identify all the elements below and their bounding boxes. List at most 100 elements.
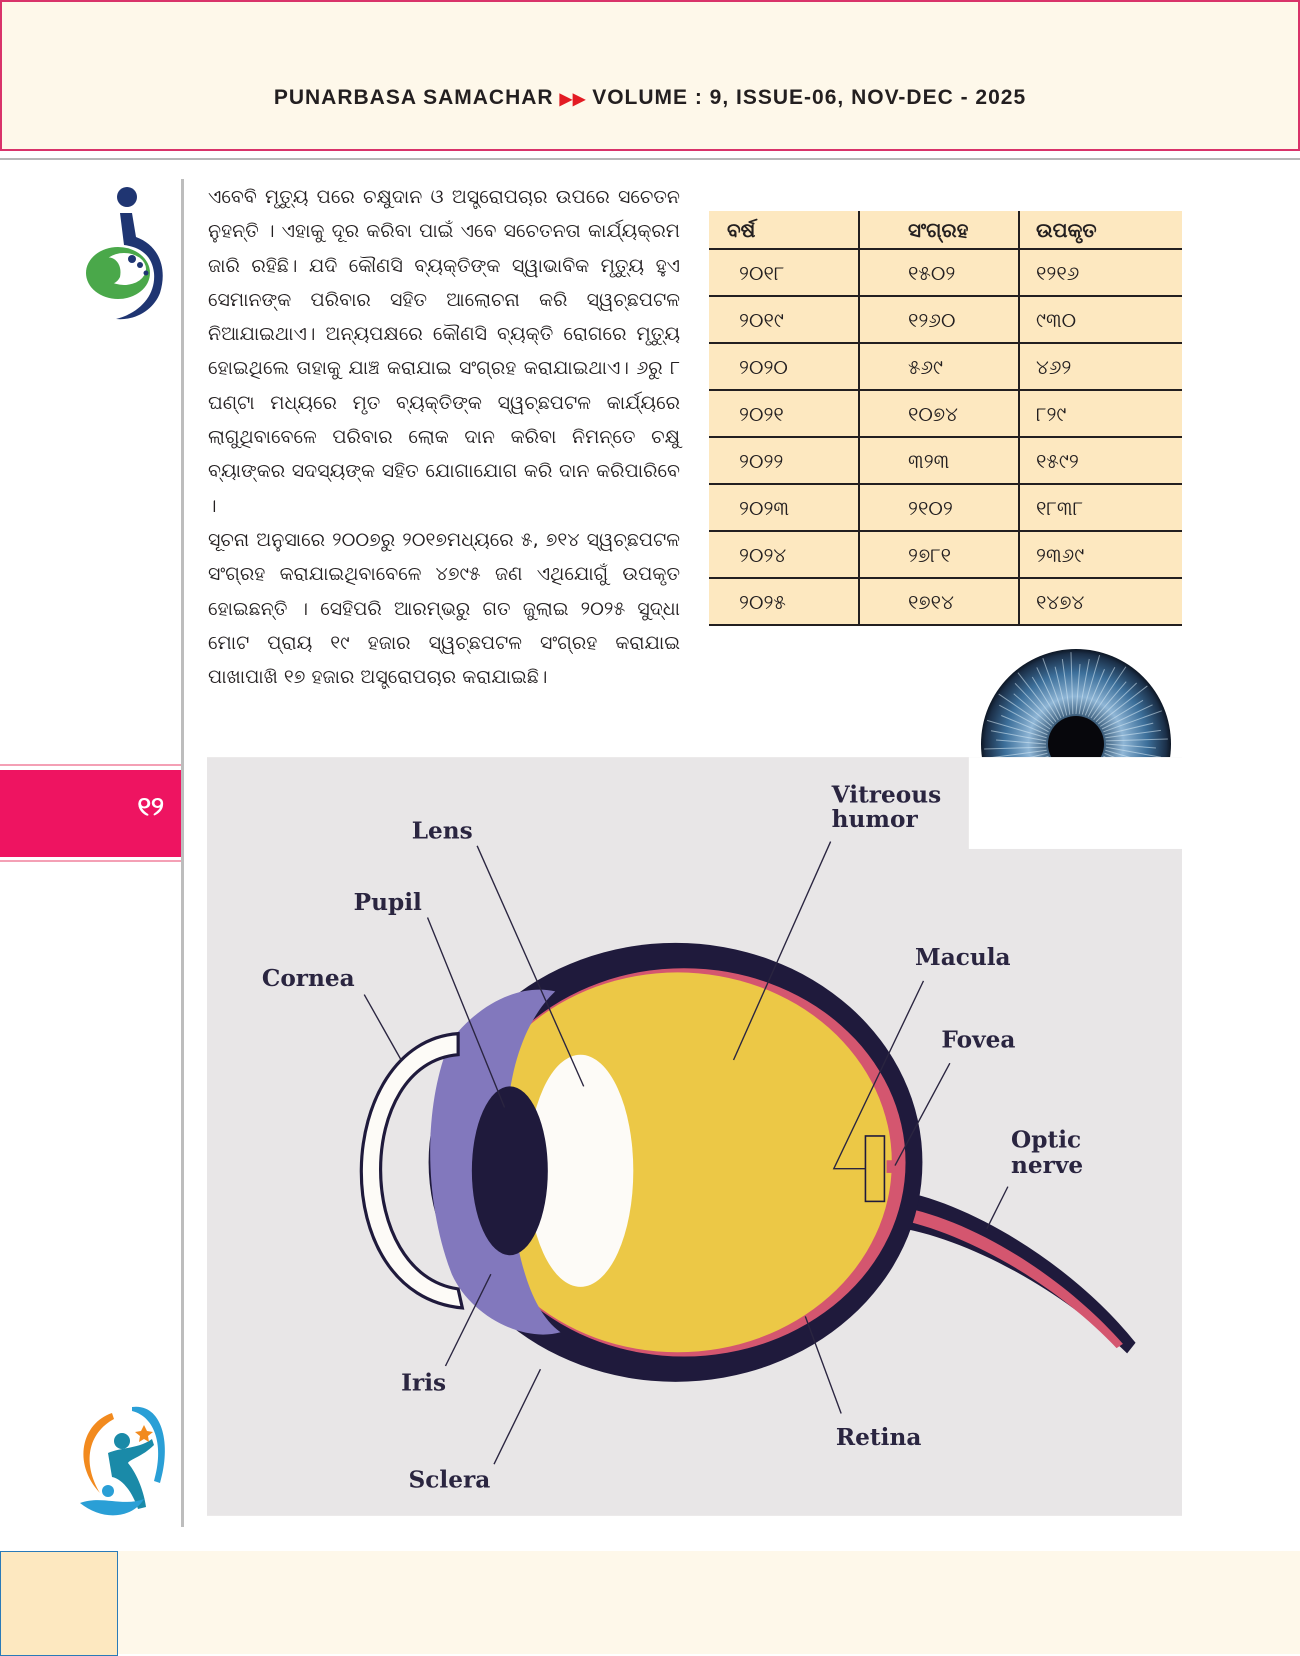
iris-fiber	[1013, 693, 1053, 727]
table-row: ୨୦୨୦ ୫୬୯ ୪୬୨	[709, 343, 1182, 391]
iris-fiber	[1105, 746, 1162, 758]
iris-fiber	[990, 730, 1047, 742]
cell-benefited: ୧୪୭୪	[1018, 578, 1182, 626]
iris-fiber	[1105, 729, 1161, 739]
header-divider	[0, 158, 1300, 160]
cell-year: ୨୦୧୮	[709, 249, 859, 297]
cell-benefited: ୨୩୬୯	[1018, 531, 1182, 579]
cell-benefited: ୪୬୨	[1018, 343, 1182, 391]
iris-fiber	[984, 746, 1047, 750]
iris-fiber	[1105, 743, 1156, 749]
label-macula: Macula	[915, 944, 1011, 971]
col-year: ବର୍ଷ	[709, 211, 859, 250]
fovea-leader	[894, 1062, 951, 1166]
iris-fiber	[1097, 685, 1148, 725]
cell-year: ୨୦୨୪	[709, 531, 859, 579]
cornea-leader	[363, 994, 402, 1061]
iris-fiber	[1087, 667, 1116, 717]
article-paragraph: ସୂଚନା ଅନୁସାରେ ୨୦୦୭ରୁ ୨୦୧୭ମଧ୍ୟରେ ୫, ୭୧୪ ସ…	[208, 528, 680, 689]
iris-fiber	[1095, 682, 1138, 723]
table-row: ୨୦୨୨ ୩୨୩ ୧୫୯୨	[709, 437, 1182, 485]
iris-fiber	[1014, 682, 1055, 725]
vitreous-leader	[732, 841, 832, 1061]
cell-collected: ୨୭୮୧	[858, 531, 1019, 579]
cell-collected: ୧୫୦୨	[858, 249, 1019, 297]
issue-info: VOLUME : 9, ISSUE-06, NOV-DEC - 2025	[592, 86, 1027, 109]
cell-benefited: ୧୨୧୬	[1018, 249, 1182, 297]
cell-benefited: ୯୩୦	[1018, 296, 1182, 344]
cell-year: ୨୦୨୩	[709, 484, 859, 532]
cell-collected: ୨୧୦୨	[858, 484, 1019, 532]
iris-fiber	[1031, 676, 1059, 720]
label-fovea: Fovea	[941, 1026, 1015, 1053]
iris-fiber	[1017, 672, 1057, 723]
eye-anatomy-diagram: Lens Pupil Cornea Vitreous humor Macula …	[207, 757, 1182, 1516]
iris-fiber	[1001, 715, 1048, 736]
sclera-leader	[493, 1368, 542, 1465]
margin-divider	[181, 179, 184, 1527]
cell-year: ୨୦୨୧	[709, 390, 859, 438]
iris-fiber	[1081, 654, 1101, 715]
bottom-logo-icon	[80, 1406, 165, 1516]
optic-nerve-inner	[892, 1205, 1123, 1349]
page-number-tab	[0, 770, 181, 857]
article-paragraph: ଏବେବି ମୃତ୍ୟୁ ପରେ ଚକ୍ଷୁଦାନ ଓ ଅସ୍ତ୍ରୋପଚାର …	[208, 186, 680, 517]
cell-collected: ୧୨୬୦	[858, 296, 1019, 344]
header-title: PUNARBASA SAMACHAR ▶▶ VOLUME : 9, ISSUE-06…	[0, 86, 1300, 110]
header-banner	[0, 0, 1300, 151]
label-cornea: Cornea	[262, 965, 355, 992]
iris-leader	[444, 1273, 492, 1367]
label-optic: Optic	[1011, 1127, 1081, 1154]
cell-collected: ୧୭୧୪	[858, 578, 1019, 626]
iris-fiber	[1036, 667, 1062, 719]
organization-logo-icon	[86, 187, 163, 320]
double-arrow-icon: ▶▶	[559, 91, 587, 108]
diagram-notch	[968, 757, 1182, 849]
table-row: ୨୦୨୩ ୨୧୦୨ ୧୮୩୮	[709, 484, 1182, 532]
label-humor: humor	[832, 806, 919, 833]
publication-name: PUNARBASA SAMACHAR	[273, 86, 554, 109]
iris-fiber	[1084, 669, 1105, 716]
label-pupil: Pupil	[354, 889, 422, 916]
iris-fiber	[1075, 664, 1081, 715]
label-retina: Retina	[836, 1424, 921, 1451]
cell-benefited: ୧୫୯୨	[1018, 437, 1182, 485]
label-sclera: Sclera	[409, 1466, 491, 1493]
lens-leader	[476, 845, 585, 1087]
cell-year: ୨୦୧୯	[709, 296, 859, 344]
col-benefited: ଉପକୃତ	[1018, 211, 1182, 250]
cell-year: ୨୦୨୫	[709, 578, 859, 626]
iris-fiber	[1104, 722, 1154, 736]
iris-fiber	[1103, 710, 1162, 733]
article-body: ଏବେବି ମୃତ୍ୟୁ ପରେ ଚକ୍ଷୁଦାନ ଓ ଅସ୍ତ୍ରୋପଚାର …	[208, 180, 680, 694]
pupil-shape	[471, 1086, 548, 1256]
label-nerve: nerve	[1011, 1152, 1083, 1179]
cornea-shape	[359, 1031, 465, 1310]
lens-shape	[527, 1054, 634, 1287]
table-row: ୨୦୧୮ ୧୫୦୨ ୧୨୧୬	[709, 249, 1182, 297]
col-collected: ସଂଗ୍ରହ	[858, 211, 1019, 250]
macula-leader	[832, 980, 925, 1170]
iris-fiber	[1093, 681, 1127, 721]
page-number: ୧୨	[137, 792, 165, 822]
iris-fiber	[998, 693, 1051, 730]
cell-benefited: ୮୨୯	[1018, 390, 1182, 438]
cell-collected: ୩୨୩	[858, 437, 1019, 485]
footer-corner-box	[0, 1551, 118, 1656]
cell-benefited: ୧୮୩୮	[1018, 484, 1182, 532]
pupil-leader	[426, 917, 506, 1108]
iris-fiber	[1078, 658, 1090, 715]
optic-nerve-leader	[986, 1186, 1009, 1230]
iris-fiber	[1042, 658, 1065, 717]
table-row: ୨୦୨୧ ୧୦୭୪ ୮୨୯	[709, 390, 1182, 438]
label-lens: Lens	[412, 817, 473, 844]
cell-year: ୨୦୨୨	[709, 437, 859, 485]
cell-year: ୨୦୨୦	[709, 343, 859, 391]
iris-fiber	[1061, 659, 1071, 715]
table-row: ୨୦୨୫ ୧୭୧୪ ୧୪୭୪	[709, 578, 1182, 626]
tab-line-top	[0, 764, 181, 766]
iris-fiber	[1100, 699, 1144, 727]
label-iris: Iris	[401, 1369, 446, 1396]
table-row: ୨୦୧୯ ୧୨୬୦ ୯୩୦	[709, 296, 1182, 344]
cell-collected: ୧୦୭୪	[858, 390, 1019, 438]
